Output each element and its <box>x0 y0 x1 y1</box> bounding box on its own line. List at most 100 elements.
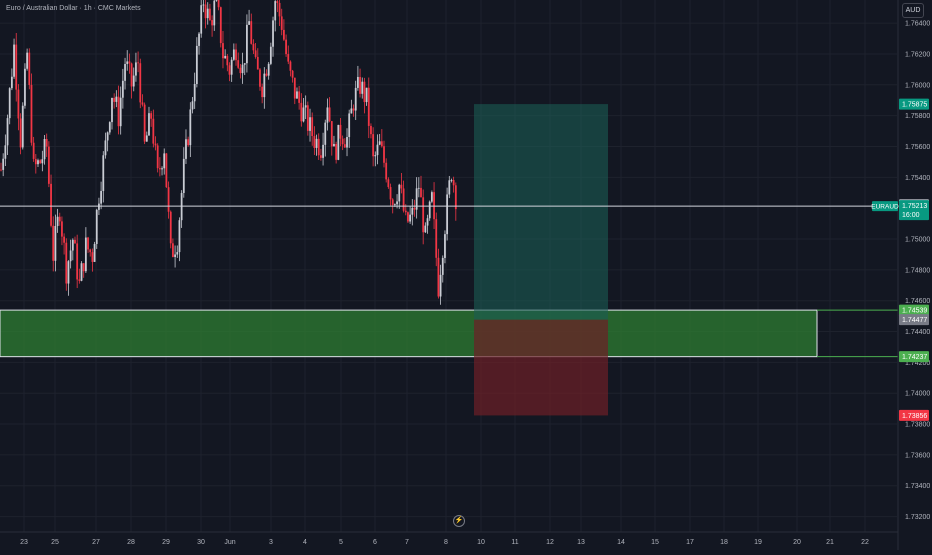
demand-zone <box>0 309 818 358</box>
candle-body <box>91 252 94 262</box>
candle-body <box>398 184 401 202</box>
candle-body <box>226 55 229 66</box>
candle-body <box>280 16 283 30</box>
candle-body <box>400 184 403 189</box>
candle-body <box>252 43 255 51</box>
y-tick-label: 1.76000 <box>905 82 930 89</box>
candle-body <box>139 63 142 103</box>
candle-body <box>219 7 222 44</box>
candle-body <box>341 138 344 145</box>
candle-body <box>452 180 455 186</box>
candle-body <box>41 159 44 164</box>
candle-body <box>450 180 453 181</box>
candle-body <box>263 73 266 98</box>
candle-body <box>63 236 66 243</box>
candle-body <box>21 105 24 148</box>
candle-body <box>135 62 137 76</box>
candle-body <box>172 243 174 257</box>
stop-loss-label-bg <box>899 409 929 421</box>
current-price-label: 1.75213 <box>902 203 927 210</box>
currency-button[interactable]: AUD <box>902 3 924 18</box>
candle-body <box>348 113 351 138</box>
candle-body <box>313 136 316 148</box>
y-tick-label: 1.74800 <box>905 267 930 274</box>
candle-body <box>437 257 440 297</box>
zone-top-label: 1.74539 <box>902 308 927 315</box>
candle-body <box>235 49 237 61</box>
zone-bottom-label: 1.74237 <box>902 354 927 361</box>
take-profit-label-bg <box>899 98 929 110</box>
candle-body <box>193 83 196 102</box>
candle-body <box>320 155 322 158</box>
candle-body <box>333 143 335 147</box>
candle-body <box>293 77 296 99</box>
candle-body <box>385 162 388 180</box>
x-tick-label: 14 <box>617 539 625 546</box>
candle-body <box>67 261 70 284</box>
candle-body <box>359 76 361 94</box>
y-tick-label: 1.74200 <box>905 360 930 367</box>
candle-body <box>50 183 52 226</box>
candle-body <box>296 91 298 99</box>
candle-body <box>163 153 166 169</box>
candle-body <box>350 108 353 114</box>
candle-body <box>158 168 161 170</box>
target-zone <box>474 104 608 320</box>
candle-body <box>265 73 268 76</box>
x-tick-label: 21 <box>826 539 834 546</box>
candle-body <box>430 192 433 202</box>
candle-body <box>100 190 103 204</box>
stop-loss-label: 1.73856 <box>902 413 927 420</box>
zone-bottom-label-bg <box>899 351 929 363</box>
candle-body <box>374 155 377 157</box>
candle-body <box>232 49 235 60</box>
candle-body <box>241 64 244 74</box>
lightning-icon[interactable]: ⚡ <box>453 515 465 527</box>
candle-body <box>117 96 120 127</box>
candle-body <box>302 107 305 122</box>
candle-body <box>141 102 144 105</box>
candle-body <box>311 117 314 137</box>
zone-top-label-bg <box>899 304 929 316</box>
candle-body <box>267 63 270 76</box>
candle-body <box>74 239 76 244</box>
candle-body <box>243 63 246 65</box>
candle-body <box>61 221 63 237</box>
candle-body <box>322 144 324 158</box>
candle-body <box>261 86 264 98</box>
candle-body <box>407 212 409 222</box>
y-tick-label: 1.75400 <box>905 175 930 182</box>
symbol-tag-bg <box>872 201 898 212</box>
candle-body <box>337 124 340 160</box>
zone-layer <box>0 104 898 416</box>
candle-body <box>356 76 359 88</box>
candle-body <box>433 192 435 220</box>
candle-body <box>189 109 192 146</box>
candle-body <box>128 61 131 64</box>
candle-body <box>222 43 224 59</box>
candle-body <box>0 169 2 171</box>
x-tick-label: 22 <box>861 539 869 546</box>
candle-body <box>372 134 375 157</box>
candle-body <box>298 91 301 103</box>
candle-body <box>393 204 396 206</box>
candle-body <box>30 84 33 143</box>
y-tick-label: 1.73800 <box>905 422 930 429</box>
candle-body <box>259 69 261 87</box>
candle-body <box>178 220 181 253</box>
candle-body <box>211 20 213 26</box>
candle-body <box>54 226 57 261</box>
candle-body <box>174 254 176 257</box>
candle-body <box>367 87 370 126</box>
candle-body <box>409 214 412 222</box>
candle-body <box>352 108 355 111</box>
candle-body <box>24 68 26 106</box>
candle-body <box>217 0 220 8</box>
candle-body <box>32 142 35 159</box>
candle-body <box>56 216 59 227</box>
candle-body <box>317 138 320 156</box>
candle-body <box>250 21 253 44</box>
candle-body <box>274 1 277 21</box>
